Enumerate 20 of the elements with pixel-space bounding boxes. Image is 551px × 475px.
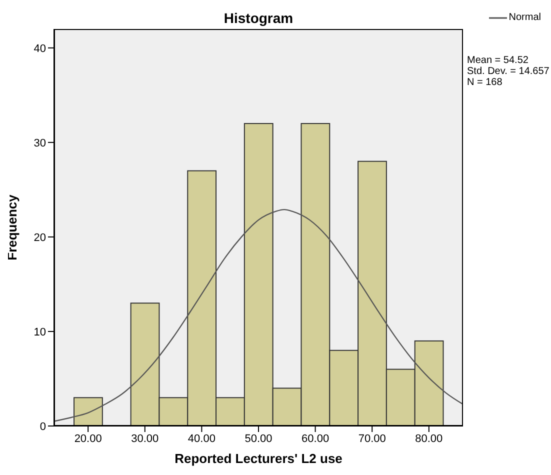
line-series: [54, 208, 463, 422]
x-tick-label: 20.00: [74, 432, 102, 445]
x-tick-label: 80.00: [415, 432, 443, 445]
x-tick-label: 50.00: [244, 432, 272, 445]
text: Std. Dev. = 14.657: [467, 66, 550, 77]
y-axis-title: Frequency: [4, 194, 20, 260]
text: Mean = 54.52: [467, 55, 530, 66]
x-tick-label: 40.00: [188, 432, 216, 445]
y-tick-label: 30: [34, 137, 46, 150]
y-tick-label: 0: [40, 420, 46, 433]
y-tick-label: 20: [34, 232, 46, 244]
x-tick-label: 70.00: [358, 432, 386, 445]
text: N = 168: [467, 77, 504, 88]
y-tick-label: 10: [34, 326, 46, 338]
x-axis-title: Reported Lecturers' L2 use: [174, 451, 342, 466]
y-tick-label: 40: [34, 42, 46, 55]
chart-title: Histogram: [222, 10, 294, 26]
x-tick-label: 60.00: [302, 432, 330, 445]
legend-label: Normal: [508, 12, 541, 23]
x-tick-label: 30.00: [131, 432, 159, 445]
